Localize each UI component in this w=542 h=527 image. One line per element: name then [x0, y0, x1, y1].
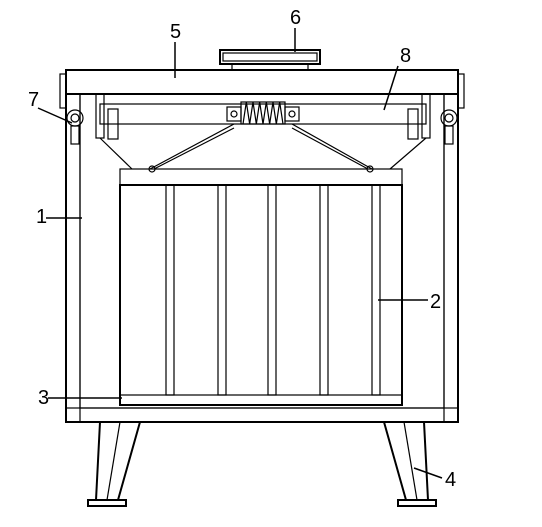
- label-2: 2: [430, 291, 441, 313]
- diagram-canvas: 1 2 3 4 5 6 7 8: [0, 0, 542, 527]
- leader-4: [414, 468, 442, 478]
- label-8: 8: [400, 45, 411, 67]
- cage-top: [120, 169, 402, 185]
- cage-bar: [166, 185, 174, 395]
- label-1: 1: [36, 206, 47, 228]
- label-5: 5: [170, 21, 181, 43]
- cage-bar: [218, 185, 226, 395]
- label-6: 6: [290, 7, 301, 29]
- cage-bar: [320, 185, 328, 395]
- body-outer: [66, 70, 458, 422]
- label-4: 4: [445, 469, 456, 491]
- label-3: 3: [38, 387, 49, 409]
- cage-bar: [268, 185, 276, 395]
- cage-bar: [372, 185, 380, 395]
- inner-cage: [120, 185, 402, 405]
- lid: [66, 70, 458, 94]
- top-plate: [220, 50, 320, 64]
- label-7: 7: [28, 89, 39, 111]
